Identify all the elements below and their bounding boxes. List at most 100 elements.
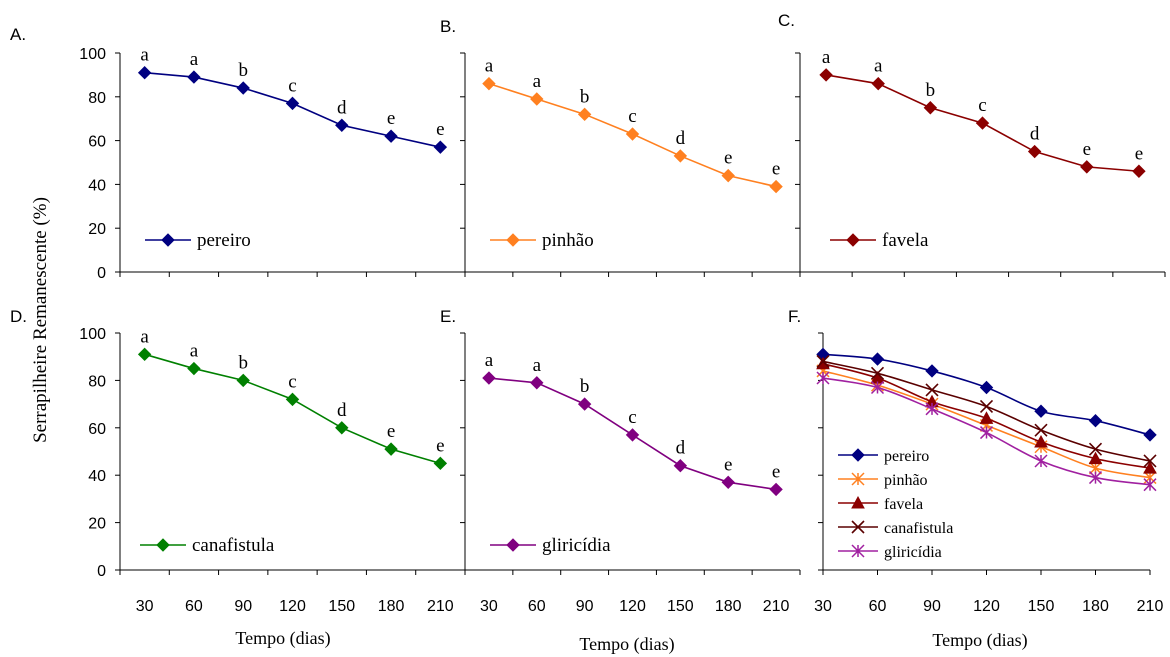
data-point <box>721 168 735 183</box>
data-point <box>137 66 152 80</box>
series-pereiro <box>816 347 1157 442</box>
data-point <box>187 70 201 84</box>
x-axis-label-b: Tempo (dias) <box>579 634 674 655</box>
legend-marker <box>161 233 175 247</box>
data-point <box>577 107 592 122</box>
data-point <box>979 411 994 424</box>
data-point <box>335 118 349 132</box>
legend-label: pereiro <box>884 448 929 465</box>
legend-entry: gliricídia <box>490 535 611 556</box>
data-point <box>870 352 885 366</box>
data-point <box>1034 404 1048 418</box>
data-point <box>979 399 994 414</box>
x-tick-label: 60 <box>869 598 887 615</box>
panel-label: E. <box>440 307 456 326</box>
x-tick-label: 180 <box>378 598 405 615</box>
data-point <box>871 76 885 91</box>
legend-label: pinhão <box>884 472 928 489</box>
legend-marker <box>851 520 865 534</box>
data-point <box>816 356 830 370</box>
data-point <box>1088 442 1103 456</box>
panel-e: E. 30 60 90 120 150 180 210 a a b c d e e gliricídia <box>440 307 801 615</box>
x-tick-label: 180 <box>715 598 742 615</box>
data-point <box>482 76 496 91</box>
y-tick-label: 60 <box>88 134 106 151</box>
data-point <box>769 179 783 194</box>
data-label: b <box>580 86 590 107</box>
data-label: d <box>676 128 686 149</box>
data-point <box>925 383 939 397</box>
panel-d: D. 0 20 40 60 80 100 30 60 90 120 150 180 210 a a b c d e e c… <box>10 307 466 615</box>
data-label: e <box>1083 139 1091 160</box>
series-favela: a a b c d e e <box>819 47 1146 178</box>
data-point <box>236 373 250 388</box>
data-point <box>816 371 830 385</box>
legend-entry: pereiro <box>838 448 929 465</box>
x-tick-label: 120 <box>619 598 646 615</box>
y-tick-label: 20 <box>88 516 106 533</box>
data-label: d <box>337 400 347 421</box>
data-point <box>482 371 496 385</box>
data-label: e <box>724 148 732 169</box>
data-point <box>1034 434 1048 448</box>
data-label: a <box>822 47 831 68</box>
legend-entry: pereiro <box>145 230 251 251</box>
x-axis-label-c: Tempo (dias) <box>932 630 1027 651</box>
data-label: a <box>533 71 542 92</box>
legend-entry: canafistula <box>140 535 275 556</box>
data-point <box>433 140 448 154</box>
data-label: a <box>485 56 494 77</box>
x-tick-label: 30 <box>136 598 154 615</box>
data-point <box>530 92 544 106</box>
data-point <box>769 482 783 497</box>
legend-label: gliricídia <box>542 535 611 556</box>
data-point <box>673 149 688 163</box>
panel-label: F. <box>788 307 801 326</box>
x-tick-label: 90 <box>234 598 252 615</box>
x-tick-label: 210 <box>763 598 790 615</box>
legend-label: gliricídia <box>884 544 942 561</box>
data-point <box>1088 451 1103 465</box>
data-label: a <box>190 341 199 362</box>
data-point <box>819 68 833 82</box>
data-label: c <box>978 95 986 116</box>
data-label: e <box>436 119 444 140</box>
data-point <box>673 459 688 473</box>
data-label: e <box>387 421 395 442</box>
legend-label: pinhão <box>542 230 594 251</box>
x-tick-label: 60 <box>528 598 546 615</box>
legend-entry: canafistula <box>838 520 953 537</box>
data-label: a <box>140 45 149 66</box>
y-tick-label: 80 <box>88 90 106 107</box>
x-tick-label: 120 <box>973 598 1000 615</box>
data-label: e <box>772 461 780 482</box>
data-point <box>285 96 300 111</box>
x-tick-label: 210 <box>427 598 454 615</box>
series-favela <box>816 356 1157 474</box>
data-point <box>816 354 830 369</box>
data-label: c <box>628 106 636 127</box>
data-point <box>1088 471 1103 485</box>
legend-marker <box>506 233 520 247</box>
data-label: a <box>533 355 542 376</box>
series-canafistula: a a b c d e e <box>137 326 448 471</box>
data-point <box>236 81 250 95</box>
legend-entry: favela <box>838 495 923 513</box>
data-point <box>925 402 939 416</box>
data-point <box>1034 454 1048 468</box>
x-tick-label: 120 <box>279 598 306 615</box>
data-label: e <box>772 159 780 180</box>
series-gliricídia <box>816 371 1157 492</box>
data-label: a <box>874 56 883 77</box>
x-tick-label: 90 <box>576 598 594 615</box>
y-tick-label: 100 <box>79 46 106 63</box>
data-label: c <box>288 75 296 96</box>
series-canafistula <box>816 354 1157 468</box>
data-label: a <box>190 49 199 70</box>
data-point <box>1143 461 1157 474</box>
legend-label: favela <box>884 496 923 513</box>
panel-label: B. <box>440 17 456 36</box>
legend-label: favela <box>882 230 929 251</box>
legend-label: pereiro <box>197 230 251 251</box>
